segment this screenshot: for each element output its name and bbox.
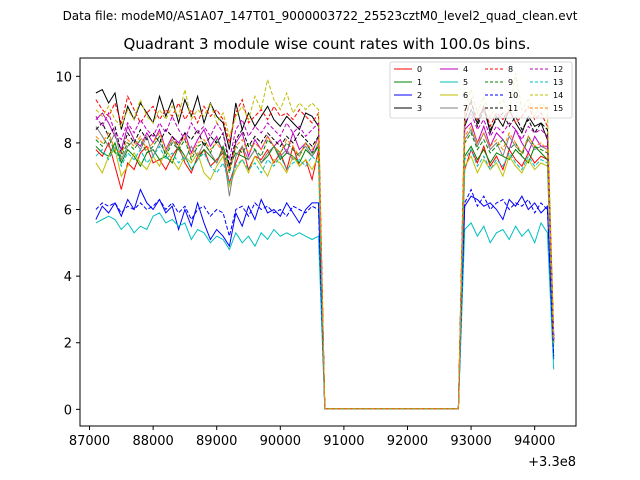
series-line-6 (95, 148, 555, 410)
legend-label-4: 4 (463, 65, 468, 74)
legend-label-3: 3 (417, 104, 422, 113)
series-line-14 (95, 72, 555, 410)
legend-label-13: 13 (553, 78, 563, 87)
legend-label-5: 5 (463, 78, 468, 87)
series-line-1 (95, 141, 555, 410)
y-tick-label: 2 (64, 337, 72, 352)
series-layer (95, 72, 555, 410)
legend-label-2: 2 (417, 91, 422, 100)
series-line-12 (95, 111, 555, 410)
series-line-10 (95, 188, 555, 410)
legend-label-0: 0 (417, 65, 422, 74)
series-line-15 (95, 125, 555, 410)
series-line-9 (95, 131, 555, 410)
y-tick-label: 10 (55, 70, 72, 85)
series-line-2 (95, 188, 555, 410)
x-tick-label: 90000 (260, 434, 301, 449)
legend-label-12: 12 (553, 65, 563, 74)
series-line-5 (95, 212, 555, 410)
x-offset-label: +3.3e8 (528, 455, 576, 470)
legend-label-7: 7 (463, 104, 468, 113)
legend-label-9: 9 (508, 78, 513, 87)
y-tick-label: 6 (64, 204, 72, 219)
x-tick-label: 89000 (196, 434, 237, 449)
x-tick-label: 94000 (514, 434, 555, 449)
legend-label-8: 8 (508, 65, 513, 74)
x-tick-label: 91000 (323, 434, 364, 449)
series-line-7 (95, 126, 555, 410)
x-tick-label: 92000 (387, 434, 428, 449)
x-axis: 87000 88000 89000 90000 91000 92000 93000 94000 (69, 426, 555, 449)
legend-label-10: 10 (508, 91, 518, 100)
x-tick-label: 88000 (132, 434, 173, 449)
x-tick-label: 87000 (69, 434, 110, 449)
figure-suptitle: Data file: modeM0/AS1A07_147T01_90000037… (63, 9, 578, 23)
axes-frame (79, 57, 577, 427)
chart-title: Quadrant 3 module wise count rates with … (123, 35, 530, 53)
series-line-8 (95, 94, 555, 410)
y-axis: 0 2 4 6 8 10 (55, 70, 80, 418)
series-line-11 (95, 97, 555, 410)
legend-label-11: 11 (508, 104, 518, 113)
series-line-13 (95, 144, 555, 410)
legend-label-14: 14 (553, 91, 563, 100)
x-tick-label: 93000 (450, 434, 491, 449)
y-tick-label: 0 (64, 403, 72, 418)
legend-label-1: 1 (417, 78, 422, 87)
series-line-0 (95, 141, 555, 410)
legend-label-15: 15 (553, 104, 563, 113)
legend-label-6: 6 (463, 91, 468, 100)
legend-frame (389, 61, 573, 119)
y-tick-label: 4 (64, 270, 72, 285)
y-tick-label: 8 (64, 137, 72, 152)
